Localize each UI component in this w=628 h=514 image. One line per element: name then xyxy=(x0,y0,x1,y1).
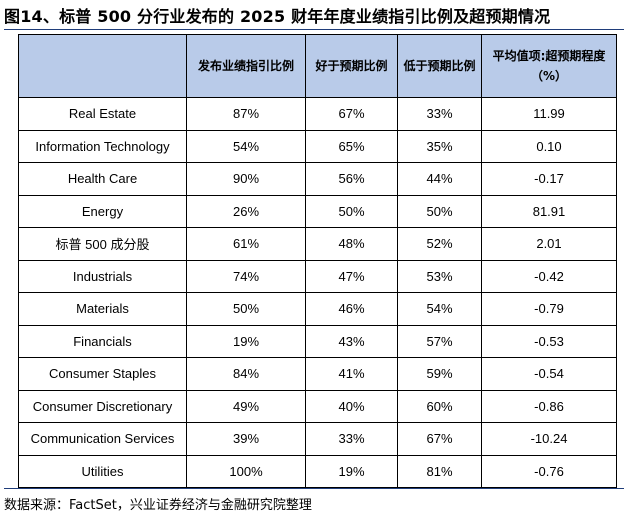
miss-ratio-cell: 60% xyxy=(397,389,482,423)
table-row: Health Care 90% 56% 44% -0.17 xyxy=(18,162,617,196)
beat-ratio-cell: 48% xyxy=(305,227,398,261)
beat-ratio-cell: 40% xyxy=(305,389,398,423)
guidance-ratio-cell: 49% xyxy=(186,389,306,423)
beat-ratio-cell: 65% xyxy=(305,129,398,163)
guidance-ratio-cell: 74% xyxy=(186,259,306,293)
guidance-ratio-cell: 50% xyxy=(186,292,306,326)
header-sector xyxy=(18,34,187,98)
sector-cell: Industrials xyxy=(18,259,187,293)
miss-ratio-cell: 53% xyxy=(397,259,482,293)
miss-ratio-cell: 50% xyxy=(397,194,482,228)
guidance-ratio-cell: 100% xyxy=(186,454,306,488)
figure-title: 图14、标普 500 分行业发布的 2025 财年年度业绩指引比例及超预期情况 xyxy=(4,7,551,26)
sector-cell: Communication Services xyxy=(18,422,187,456)
avg-surprise-cell: -0.17 xyxy=(481,162,617,196)
sector-cell: Information Technology xyxy=(18,129,187,163)
bottom-rule xyxy=(4,488,624,489)
sector-cell: Health Care xyxy=(18,162,187,196)
sector-cell: Financials xyxy=(18,324,187,358)
avg-surprise-cell: -0.79 xyxy=(481,292,617,326)
miss-ratio-cell: 57% xyxy=(397,324,482,358)
sector-cell: Materials xyxy=(18,292,187,326)
guidance-ratio-cell: 39% xyxy=(186,422,306,456)
avg-surprise-cell: 0.10 xyxy=(481,129,617,163)
table-row: 标普 500 成分股 61% 48% 52% 2.01 xyxy=(18,227,617,261)
beat-ratio-cell: 56% xyxy=(305,162,398,196)
avg-surprise-cell: -0.54 xyxy=(481,357,617,391)
header-miss-ratio: 低于预期比例 xyxy=(397,34,482,98)
avg-surprise-cell: -0.76 xyxy=(481,454,617,488)
guidance-ratio-cell: 19% xyxy=(186,324,306,358)
guidance-ratio-cell: 87% xyxy=(186,97,306,131)
table-row: Consumer Staples 84% 41% 59% -0.54 xyxy=(18,357,617,391)
beat-ratio-cell: 67% xyxy=(305,97,398,131)
table-row: Real Estate 87% 67% 33% 11.99 xyxy=(18,97,617,131)
table-row: Communication Services 39% 33% 67% -10.24 xyxy=(18,422,617,456)
guidance-ratio-cell: 26% xyxy=(186,194,306,228)
guidance-ratio-cell: 61% xyxy=(186,227,306,261)
miss-ratio-cell: 44% xyxy=(397,162,482,196)
table-row: Industrials 74% 47% 53% -0.42 xyxy=(18,259,617,293)
header-avg-surprise: 平均值项:超预期程度（%） xyxy=(481,34,617,98)
guidance-table: 发布业绩指引比例 好于预期比例 低于预期比例 平均值项:超预期程度（%） Rea… xyxy=(18,34,617,488)
avg-surprise-cell: -10.24 xyxy=(481,422,617,456)
table-row: Utilities 100% 19% 81% -0.76 xyxy=(18,454,617,488)
beat-ratio-cell: 50% xyxy=(305,194,398,228)
sector-cell: Real Estate xyxy=(18,97,187,131)
miss-ratio-cell: 54% xyxy=(397,292,482,326)
avg-surprise-cell: -0.53 xyxy=(481,324,617,358)
miss-ratio-cell: 67% xyxy=(397,422,482,456)
table-row: Energy 26% 50% 50% 81.91 xyxy=(18,194,617,228)
guidance-ratio-cell: 84% xyxy=(186,357,306,391)
miss-ratio-cell: 59% xyxy=(397,357,482,391)
table-row: Consumer Discretionary 49% 40% 60% -0.86 xyxy=(18,389,617,423)
avg-surprise-cell: -0.86 xyxy=(481,389,617,423)
sector-cell: Utilities xyxy=(18,454,187,488)
sector-cell: Consumer Staples xyxy=(18,357,187,391)
miss-ratio-cell: 35% xyxy=(397,129,482,163)
sector-cell: 标普 500 成分股 xyxy=(18,227,187,261)
table-row: Information Technology 54% 65% 35% 0.10 xyxy=(18,129,617,163)
source-note: 数据来源：FactSet，兴业证券经济与金融研究院整理 xyxy=(4,498,312,513)
miss-ratio-cell: 81% xyxy=(397,454,482,488)
miss-ratio-cell: 52% xyxy=(397,227,482,261)
sector-cell: Energy xyxy=(18,194,187,228)
beat-ratio-cell: 33% xyxy=(305,422,398,456)
table-body: Real Estate 87% 67% 33% 11.99 Information Tec… xyxy=(18,97,617,488)
avg-surprise-cell: 81.91 xyxy=(481,194,617,228)
header-guidance-ratio: 发布业绩指引比例 xyxy=(186,34,306,98)
beat-ratio-cell: 43% xyxy=(305,324,398,358)
beat-ratio-cell: 19% xyxy=(305,454,398,488)
avg-surprise-cell: 11.99 xyxy=(481,97,617,131)
table-header-row: 发布业绩指引比例 好于预期比例 低于预期比例 平均值项:超预期程度（%） xyxy=(18,34,617,98)
title-rule xyxy=(4,29,624,30)
beat-ratio-cell: 41% xyxy=(305,357,398,391)
guidance-ratio-cell: 54% xyxy=(186,129,306,163)
table-row: Materials 50% 46% 54% -0.79 xyxy=(18,292,617,326)
beat-ratio-cell: 47% xyxy=(305,259,398,293)
header-beat-ratio: 好于预期比例 xyxy=(305,34,398,98)
miss-ratio-cell: 33% xyxy=(397,97,482,131)
avg-surprise-cell: -0.42 xyxy=(481,259,617,293)
beat-ratio-cell: 46% xyxy=(305,292,398,326)
sector-cell: Consumer Discretionary xyxy=(18,389,187,423)
avg-surprise-cell: 2.01 xyxy=(481,227,617,261)
table-row: Financials 19% 43% 57% -0.53 xyxy=(18,324,617,358)
guidance-ratio-cell: 90% xyxy=(186,162,306,196)
